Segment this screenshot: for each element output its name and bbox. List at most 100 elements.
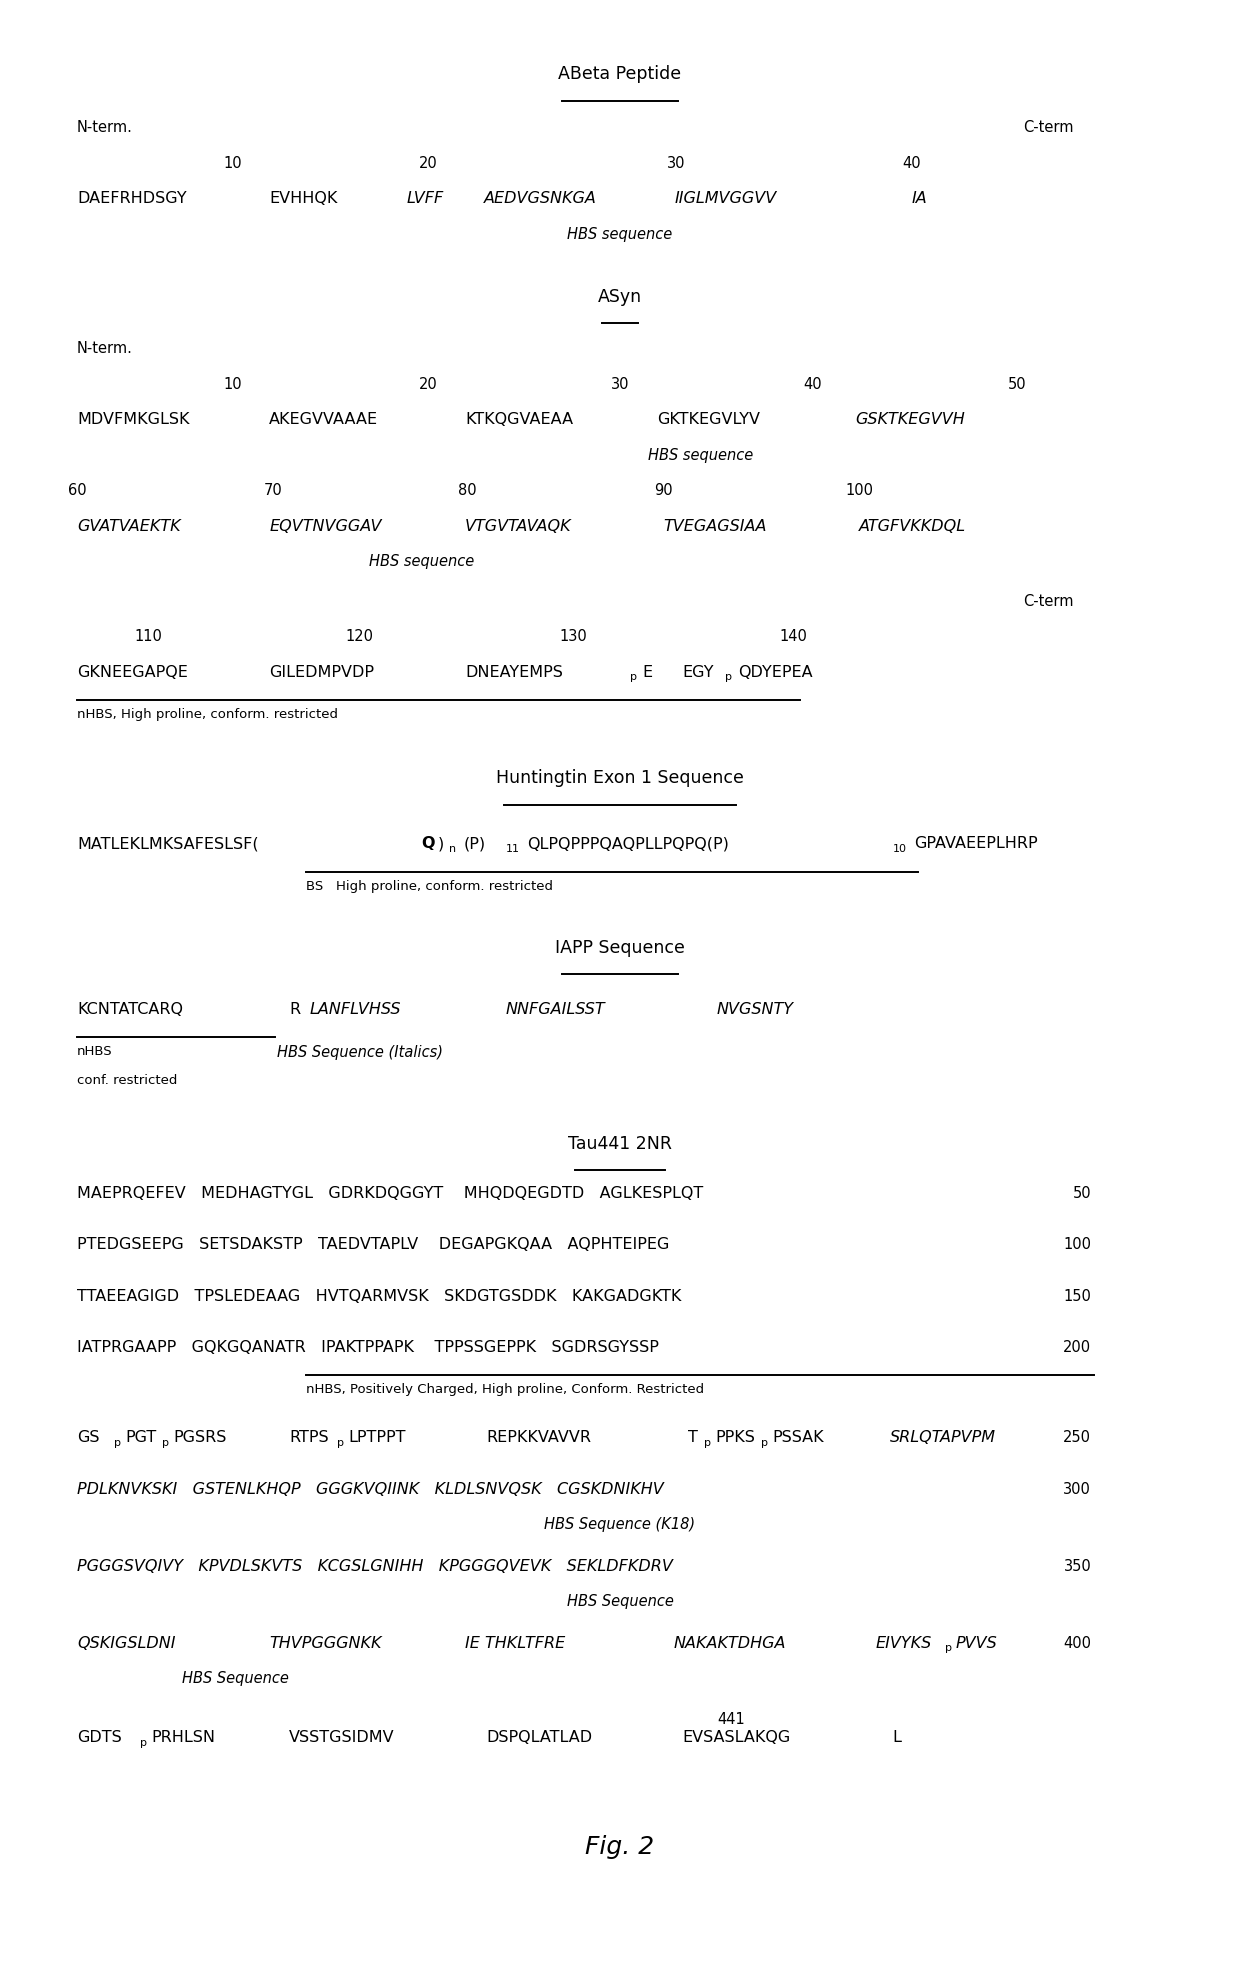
Text: TTAEEAGIGD   TPSLEDEAAG   HVTQARMVSK   SKDGTGSDDK   KAKGADGKTK: TTAEEAGIGD TPSLEDEAAG HVTQARMVSK SKDGTGS… bbox=[77, 1288, 681, 1303]
Text: LPTPPT: LPTPPT bbox=[348, 1430, 405, 1445]
Text: GVATVAEKTK: GVATVAEKTK bbox=[77, 519, 181, 534]
Text: PRHLSN: PRHLSN bbox=[151, 1729, 216, 1745]
Text: p: p bbox=[945, 1643, 952, 1653]
Text: PPKS: PPKS bbox=[715, 1430, 755, 1445]
Text: 30: 30 bbox=[611, 377, 629, 392]
Text: (P): (P) bbox=[464, 836, 486, 852]
Text: nHBS, High proline, conform. restricted: nHBS, High proline, conform. restricted bbox=[77, 708, 337, 722]
Text: TVEGAGSIAA: TVEGAGSIAA bbox=[663, 519, 766, 534]
Text: RTPS: RTPS bbox=[289, 1430, 329, 1445]
Text: QSKIGSLDNI: QSKIGSLDNI bbox=[77, 1635, 175, 1651]
Text: HBS sequence: HBS sequence bbox=[370, 554, 474, 570]
Text: 50: 50 bbox=[1073, 1185, 1091, 1201]
Text: HBS Sequence (Italics): HBS Sequence (Italics) bbox=[277, 1045, 443, 1061]
Text: HBS Sequence: HBS Sequence bbox=[567, 1593, 673, 1609]
Text: 11: 11 bbox=[506, 844, 520, 854]
Text: KTKQGVAEAA: KTKQGVAEAA bbox=[465, 412, 573, 428]
Text: p: p bbox=[162, 1438, 170, 1447]
Text: 441: 441 bbox=[718, 1712, 745, 1727]
Text: SRLQTAPVPM: SRLQTAPVPM bbox=[890, 1430, 996, 1445]
Text: E: E bbox=[642, 665, 652, 680]
Text: 70: 70 bbox=[263, 483, 283, 499]
Text: HBS Sequence (K18): HBS Sequence (K18) bbox=[544, 1516, 696, 1532]
Text: AKEGVVAAAE: AKEGVVAAAE bbox=[269, 412, 378, 428]
Text: GDTS: GDTS bbox=[77, 1729, 122, 1745]
Text: Q: Q bbox=[422, 836, 435, 852]
Text: 10: 10 bbox=[223, 377, 243, 392]
Text: R: R bbox=[289, 1002, 300, 1018]
Text: QDYEPEA: QDYEPEA bbox=[738, 665, 812, 680]
Text: DNEAYEMPS: DNEAYEMPS bbox=[465, 665, 563, 680]
Text: PGGGSVQIVY   KPVDLSKVTS   KCGSLGNIHH   KPGGGQVEVK   SEKLDFKDRV: PGGGSVQIVY KPVDLSKVTS KCGSLGNIHH KPGGGQV… bbox=[77, 1558, 673, 1574]
Text: PTEDGSEEPG   SETSDAKSTP   TAEDVTAPLV    DEGAPGKQAA   AQPHTEIPEG: PTEDGSEEPG SETSDAKSTP TAEDVTAPLV DEGAPGK… bbox=[77, 1236, 670, 1252]
Text: p: p bbox=[630, 672, 637, 682]
Text: N-term.: N-term. bbox=[77, 341, 133, 357]
Text: DAEFRHDSGY: DAEFRHDSGY bbox=[77, 191, 186, 207]
Text: p: p bbox=[704, 1438, 712, 1447]
Text: PSSAK: PSSAK bbox=[773, 1430, 825, 1445]
Text: 100: 100 bbox=[1063, 1236, 1091, 1252]
Text: T: T bbox=[688, 1430, 698, 1445]
Text: LANFLVHSS: LANFLVHSS bbox=[310, 1002, 402, 1018]
Text: 40: 40 bbox=[901, 156, 921, 172]
Text: p: p bbox=[140, 1737, 148, 1747]
Text: 30: 30 bbox=[667, 156, 684, 172]
Text: REPKKVAVVR: REPKKVAVVR bbox=[486, 1430, 591, 1445]
Text: ASyn: ASyn bbox=[598, 288, 642, 306]
Text: Fig. 2: Fig. 2 bbox=[585, 1834, 655, 1860]
Text: EVSASLAKQG: EVSASLAKQG bbox=[682, 1729, 790, 1745]
Text: MATLEKLMKSAFESLSF(: MATLEKLMKSAFESLSF( bbox=[77, 836, 258, 852]
Text: IATPRGAAPP   GQKGQANATR   IPAKTPPAPK    TPPSSGEPPK   SGDRSGYSSP: IATPRGAAPP GQKGQANATR IPAKTPPAPK TPPSSGE… bbox=[77, 1339, 658, 1355]
Text: IA: IA bbox=[911, 191, 928, 207]
Text: 120: 120 bbox=[346, 629, 373, 645]
Text: PGT: PGT bbox=[125, 1430, 156, 1445]
Text: NAKAKTDHGA: NAKAKTDHGA bbox=[673, 1635, 786, 1651]
Text: 200: 200 bbox=[1063, 1339, 1091, 1355]
Text: 90: 90 bbox=[653, 483, 673, 499]
Text: 110: 110 bbox=[135, 629, 162, 645]
Text: p: p bbox=[725, 672, 733, 682]
Text: NVGSNTY: NVGSNTY bbox=[717, 1002, 794, 1018]
Text: BS   High proline, conform. restricted: BS High proline, conform. restricted bbox=[306, 880, 553, 893]
Text: ATGFVKKDQL: ATGFVKKDQL bbox=[859, 519, 966, 534]
Text: 150: 150 bbox=[1064, 1288, 1091, 1303]
Text: PVVS: PVVS bbox=[956, 1635, 998, 1651]
Text: LVFF: LVFF bbox=[407, 191, 444, 207]
Text: 140: 140 bbox=[780, 629, 807, 645]
Text: PDLKNVKSKI   GSTENLKHQP   GGGKVQIINK   KLDLSNVQSK   CGSKDNIKHV: PDLKNVKSKI GSTENLKHQP GGGKVQIINK KLDLSNV… bbox=[77, 1481, 663, 1497]
Text: Tau441 2NR: Tau441 2NR bbox=[568, 1134, 672, 1154]
Text: GKNEEGAPQE: GKNEEGAPQE bbox=[77, 665, 187, 680]
Text: NNFGAILSST: NNFGAILSST bbox=[506, 1002, 605, 1018]
Text: 250: 250 bbox=[1063, 1430, 1091, 1445]
Text: GILEDMPVDP: GILEDMPVDP bbox=[269, 665, 374, 680]
Text: IIGLMVGGVV: IIGLMVGGVV bbox=[675, 191, 776, 207]
Text: 80: 80 bbox=[458, 483, 477, 499]
Text: 20: 20 bbox=[418, 377, 438, 392]
Text: Huntingtin Exon 1 Sequence: Huntingtin Exon 1 Sequence bbox=[496, 769, 744, 787]
Text: ): ) bbox=[438, 836, 444, 852]
Text: L: L bbox=[893, 1729, 901, 1745]
Text: N-term.: N-term. bbox=[77, 120, 133, 136]
Text: MAEPRQEFEV   MEDHAGTYGL   GDRKDQGGYT    MHQDQEGDTD   AGLKESPLQT: MAEPRQEFEV MEDHAGTYGL GDRKDQGGYT MHQDQEG… bbox=[77, 1185, 703, 1201]
Text: C-term: C-term bbox=[1023, 120, 1074, 136]
Text: KCNTATCARQ: KCNTATCARQ bbox=[77, 1002, 182, 1018]
Text: 10: 10 bbox=[893, 844, 906, 854]
Text: 300: 300 bbox=[1064, 1481, 1091, 1497]
Text: 350: 350 bbox=[1064, 1558, 1091, 1574]
Text: HBS sequence: HBS sequence bbox=[568, 227, 672, 243]
Text: EIVYKS: EIVYKS bbox=[875, 1635, 931, 1651]
Text: 40: 40 bbox=[802, 377, 822, 392]
Text: ABeta Peptide: ABeta Peptide bbox=[558, 65, 682, 83]
Text: p: p bbox=[337, 1438, 345, 1447]
Text: 50: 50 bbox=[1007, 377, 1027, 392]
Text: QLPQPPPQAQPLLPQPQ(P): QLPQPPPQAQPLLPQPQ(P) bbox=[527, 836, 729, 852]
Text: PGSRS: PGSRS bbox=[174, 1430, 227, 1445]
Text: nHBS, Positively Charged, High proline, Conform. Restricted: nHBS, Positively Charged, High proline, … bbox=[306, 1382, 704, 1396]
Text: n: n bbox=[449, 844, 456, 854]
Text: GS: GS bbox=[77, 1430, 99, 1445]
Text: EGY: EGY bbox=[682, 665, 713, 680]
Text: 400: 400 bbox=[1063, 1635, 1091, 1651]
Text: 130: 130 bbox=[559, 629, 587, 645]
Text: GKTKEGVLYV: GKTKEGVLYV bbox=[657, 412, 760, 428]
Text: 20: 20 bbox=[418, 156, 438, 172]
